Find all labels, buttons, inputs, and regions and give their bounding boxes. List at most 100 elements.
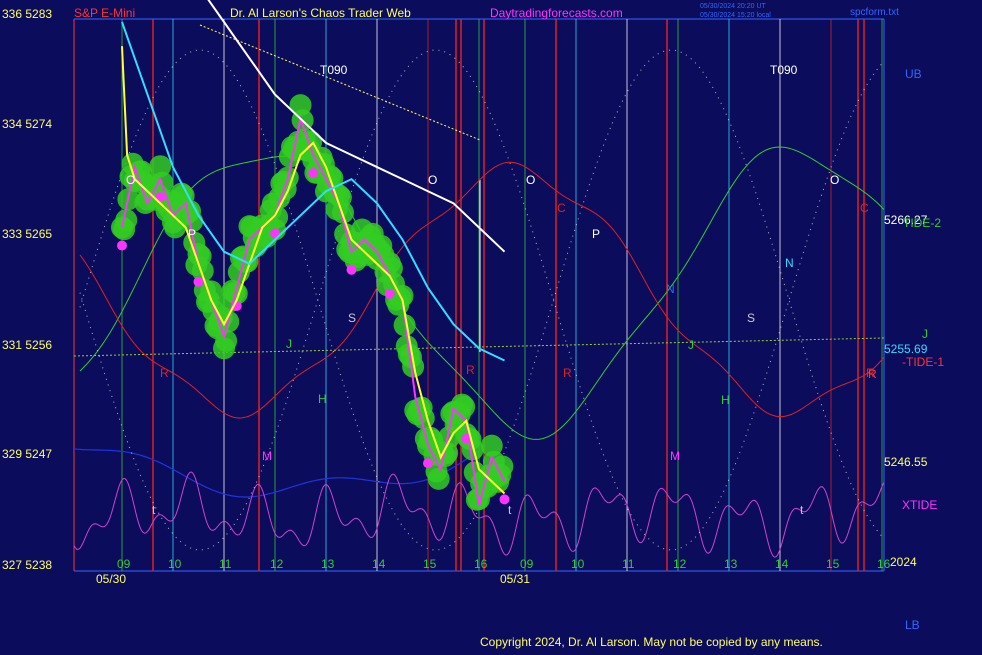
y-tick-label: 333 5265 [2, 227, 52, 241]
price-label-5246: 5246.55 [884, 455, 928, 469]
x-hour-label-day1: 15 [423, 557, 437, 571]
glow-dot [191, 259, 214, 282]
timestamp-ut: 05/30/2024 20:20 UT [700, 3, 766, 10]
x-hour-label-day1: 14 [372, 557, 386, 571]
x-hour-label-day1: 13 [321, 557, 335, 571]
x-hour-label-day2: 13 [724, 557, 738, 571]
pivot-dot [384, 288, 395, 299]
annotation-day2: N [666, 282, 675, 296]
symbol-label: S&P E-Mini [74, 6, 135, 20]
x-hour-label-day1: 10 [168, 557, 182, 571]
chart-title: Dr. Al Larson's Chaos Trader Web [230, 6, 411, 20]
grid-layer [73, 18, 885, 572]
glow-dot [149, 155, 172, 178]
annotation-day1: O [126, 173, 135, 187]
x-hour-label-day2: 15 [826, 557, 840, 571]
x-hour-label-day1: 12 [270, 557, 284, 571]
glow-dot [393, 314, 416, 337]
y-tick-label: 327 5238 [2, 558, 52, 572]
annotation-day1: R [466, 363, 475, 377]
x-hour-label-day2: 12 [673, 557, 687, 571]
x-hour-label-day2: 14 [775, 557, 789, 571]
x-hour-label-day2: 09 [520, 557, 534, 571]
pivot-dot [308, 167, 319, 178]
annotation-day2: C [557, 201, 566, 215]
annotation-day2: P [592, 227, 600, 241]
site-link[interactable]: Daytradingforecasts.com [490, 6, 623, 20]
dotted-curve-1 [79, 49, 885, 551]
price-label-5266: 5266.27 [884, 213, 928, 227]
tide2-curve [79, 146, 885, 440]
pivot-dot [193, 276, 204, 287]
ema_mid-line [121, 21, 505, 362]
x-hour-label-day2: 10 [571, 557, 585, 571]
annotation-day2: M [670, 449, 680, 463]
xtide-label: XTIDE [902, 498, 937, 512]
y-tick-label: 334 5274 [2, 117, 52, 131]
tide1-curve [79, 161, 885, 419]
annotation-day2: O [526, 173, 535, 187]
glow-dot [115, 209, 138, 232]
price-series-line [121, 115, 506, 506]
annotation-day1: P [188, 227, 196, 241]
x-hour-label-day1: 09 [117, 557, 131, 571]
annotation-day1: T090 [320, 63, 348, 77]
dotted-curve-2 [79, 49, 885, 551]
annotation-day1: t [152, 503, 156, 517]
annotation-day2: O [830, 173, 839, 187]
series-layer [121, 0, 506, 506]
r-label: R [868, 367, 877, 381]
annotation-day1: R [160, 366, 169, 380]
x-hour-label-day2: 11 [622, 557, 635, 571]
annotation-day2: t [800, 503, 804, 517]
glow-dot [461, 438, 484, 461]
date-label-day1: 05/30 [96, 572, 126, 586]
glow-dot [453, 395, 476, 418]
annotation-day1: M [262, 449, 272, 463]
annotation-day1: J [286, 337, 292, 351]
y-tick-label: 336 5283 [2, 7, 52, 21]
label-layer: 336 5283 334 5274 333 5265 331 5256 329 5247… [2, 7, 891, 572]
annotation-day2: N [785, 256, 794, 270]
glow-dot [427, 467, 450, 490]
yellow-diagonal [199, 24, 481, 141]
timestamp-local: 05/30/2024 15:20 local [700, 12, 771, 19]
ema_fast-line [121, 46, 506, 495]
annotation-day2: t [508, 503, 512, 517]
annotation-day2: T090 [770, 63, 798, 77]
j-label: J [922, 327, 928, 341]
lb-label: LB [905, 618, 920, 632]
year-label: 2024 [890, 555, 917, 569]
pivot-dot [423, 458, 433, 469]
glow-dot [402, 355, 425, 378]
annotation-day1: O [428, 173, 437, 187]
annotation-day1: S [348, 311, 356, 325]
pivot-dot [499, 494, 510, 505]
annotation-day2: H [721, 393, 730, 407]
tide1-label: -TIDE-1 [902, 355, 944, 369]
glow-dot [225, 282, 248, 305]
price-label-5255: 5255.69 [884, 342, 928, 356]
x-hour-label-day2: 16 [877, 557, 891, 571]
pivot-dot [346, 264, 357, 275]
j-level-line [73, 337, 885, 357]
file-name: spcform.txt [850, 7, 899, 18]
annotation-day2: S [747, 311, 755, 325]
date-label-day2: 05/31 [500, 572, 530, 586]
ub-label: UB [905, 67, 922, 81]
xtide-curve [73, 471, 885, 558]
annotation-day2: C [860, 201, 869, 215]
pivot-dot [117, 240, 127, 251]
glow-dot [215, 329, 238, 352]
annotation-day2: R [563, 366, 572, 380]
annotation-day2: J [688, 338, 694, 352]
y-tick-label: 329 5247 [2, 447, 52, 461]
ema_slow-line [207, 0, 506, 253]
y-tick-label: 331 5256 [2, 338, 52, 352]
glow-layer [111, 94, 514, 511]
annotation-day2: R [866, 366, 875, 380]
x-hour-label-day1: 11 [219, 557, 232, 571]
